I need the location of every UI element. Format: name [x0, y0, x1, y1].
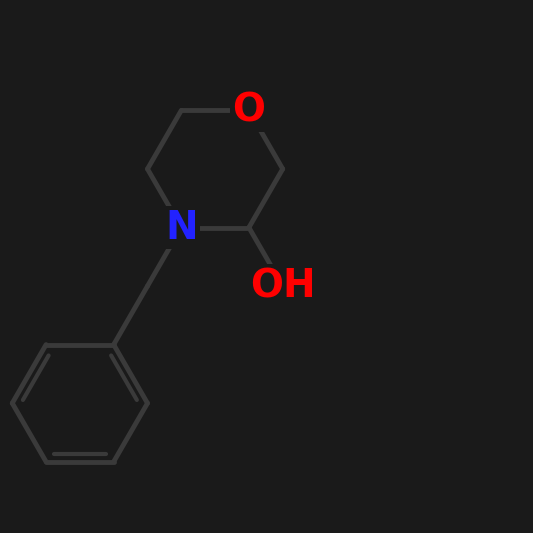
Text: OH: OH: [250, 267, 316, 305]
Text: O: O: [232, 91, 265, 130]
Text: N: N: [165, 208, 198, 247]
